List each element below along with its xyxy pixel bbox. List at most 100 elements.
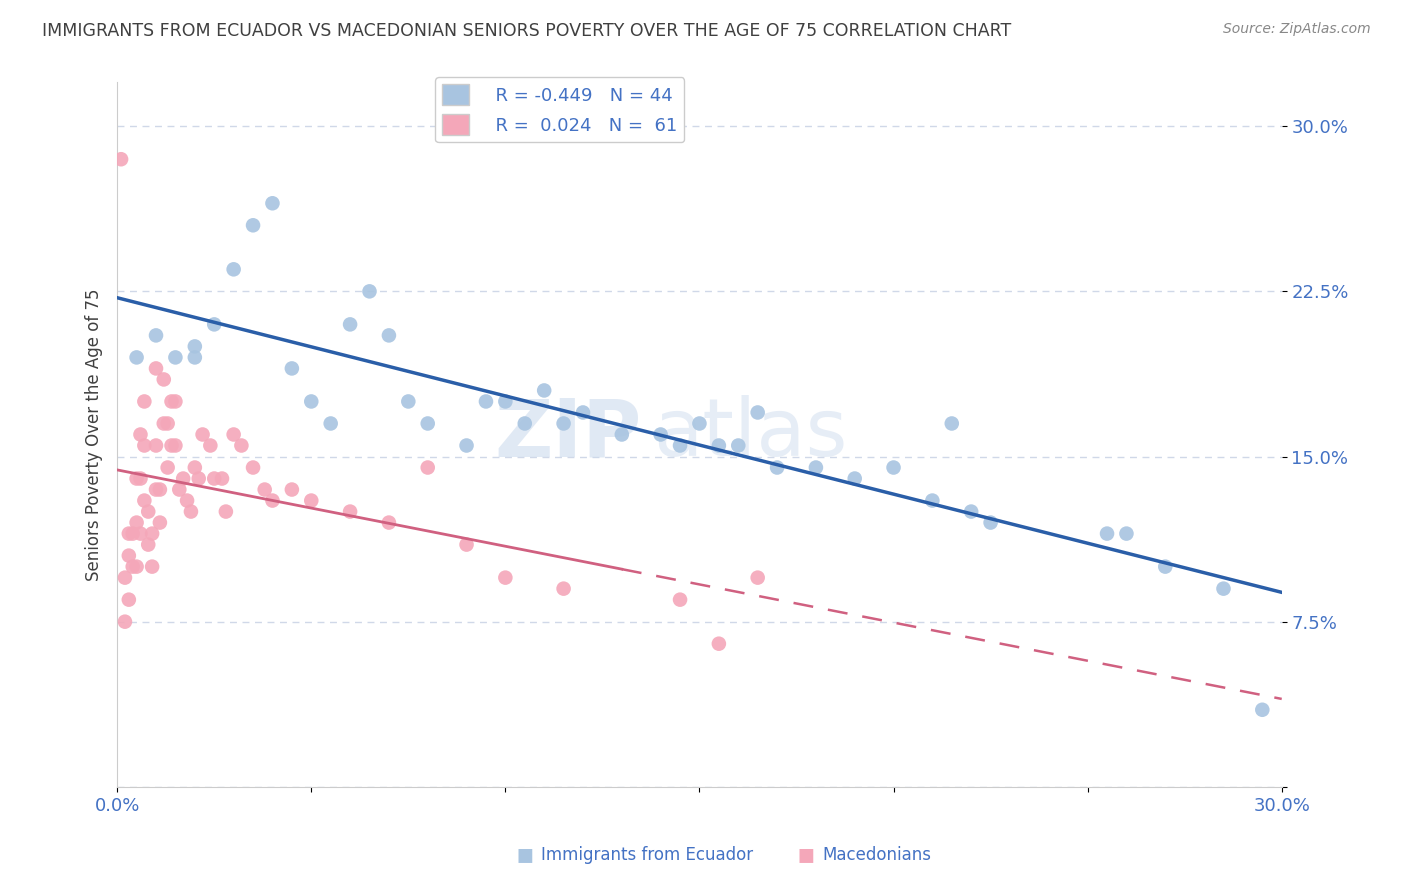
Point <box>1212 582 1234 596</box>
Point <box>747 405 769 419</box>
Point <box>707 438 730 452</box>
Point <box>727 438 749 452</box>
Point <box>475 394 498 409</box>
Point <box>941 417 963 431</box>
Text: Immigrants from Ecuador: Immigrants from Ecuador <box>541 846 754 863</box>
Point <box>136 505 159 519</box>
Point <box>145 483 167 497</box>
Point <box>1251 703 1274 717</box>
Point <box>160 438 183 452</box>
Point <box>121 559 143 574</box>
Point <box>118 549 141 563</box>
Point <box>650 427 672 442</box>
Point <box>494 571 516 585</box>
Point <box>129 427 152 442</box>
Point <box>202 318 225 332</box>
Point <box>416 417 439 431</box>
Point <box>172 471 194 485</box>
Point <box>980 516 1002 530</box>
Point <box>669 592 692 607</box>
Point <box>339 318 361 332</box>
Point <box>378 516 401 530</box>
Point <box>118 526 141 541</box>
Point <box>191 427 214 442</box>
Point <box>319 417 342 431</box>
Point <box>281 483 304 497</box>
Point <box>114 615 136 629</box>
Text: atlas: atlas <box>652 395 848 474</box>
Point <box>152 372 174 386</box>
Point <box>281 361 304 376</box>
Point <box>1095 526 1118 541</box>
Text: ▪: ▪ <box>516 840 534 869</box>
Point <box>456 438 478 452</box>
Point <box>222 262 245 277</box>
Point <box>134 394 156 409</box>
Point <box>187 471 209 485</box>
Point <box>145 328 167 343</box>
Point <box>160 394 183 409</box>
Point <box>883 460 905 475</box>
Point <box>145 361 167 376</box>
Legend:   R = -0.449   N = 44,   R =  0.024   N =  61: R = -0.449 N = 44, R = 0.024 N = 61 <box>434 77 685 142</box>
Point <box>747 571 769 585</box>
Point <box>1115 526 1137 541</box>
Point <box>921 493 943 508</box>
Point <box>533 384 555 398</box>
Point <box>121 526 143 541</box>
Point <box>165 438 187 452</box>
Point <box>125 516 148 530</box>
Point <box>231 438 253 452</box>
Y-axis label: Seniors Poverty Over the Age of 75: Seniors Poverty Over the Age of 75 <box>86 288 103 581</box>
Point <box>114 571 136 585</box>
Point <box>242 460 264 475</box>
Point <box>118 592 141 607</box>
Point <box>152 417 174 431</box>
Point <box>1154 559 1177 574</box>
Point <box>200 438 222 452</box>
Point <box>136 538 159 552</box>
Point <box>125 351 148 365</box>
Point <box>134 438 156 452</box>
Point <box>494 394 516 409</box>
Text: ZIP: ZIP <box>494 395 641 474</box>
Point <box>222 427 245 442</box>
Point <box>149 483 172 497</box>
Point <box>184 351 207 365</box>
Point <box>169 483 191 497</box>
Point <box>416 460 439 475</box>
Point <box>299 394 322 409</box>
Point <box>844 471 866 485</box>
Text: Source: ZipAtlas.com: Source: ZipAtlas.com <box>1223 22 1371 37</box>
Point <box>141 526 163 541</box>
Text: ▪: ▪ <box>797 840 815 869</box>
Point <box>156 417 179 431</box>
Point <box>156 460 179 475</box>
Point <box>165 394 187 409</box>
Point <box>145 438 167 452</box>
Point <box>359 285 381 299</box>
Point <box>129 471 152 485</box>
Point <box>253 483 276 497</box>
Point <box>688 417 710 431</box>
Point <box>202 471 225 485</box>
Text: IMMIGRANTS FROM ECUADOR VS MACEDONIAN SENIORS POVERTY OVER THE AGE OF 75 CORRELA: IMMIGRANTS FROM ECUADOR VS MACEDONIAN SE… <box>42 22 1011 40</box>
Point <box>396 394 419 409</box>
Point <box>707 637 730 651</box>
Point <box>960 505 983 519</box>
Point <box>669 438 692 452</box>
Point <box>180 505 202 519</box>
Point <box>125 471 148 485</box>
Point <box>610 427 633 442</box>
Point <box>378 328 401 343</box>
Point <box>129 526 152 541</box>
Point <box>262 493 284 508</box>
Point <box>176 493 198 508</box>
Point <box>134 493 156 508</box>
Point <box>149 516 172 530</box>
Point <box>553 417 575 431</box>
Point <box>165 351 187 365</box>
Point <box>262 196 284 211</box>
Point <box>211 471 233 485</box>
Point <box>299 493 322 508</box>
